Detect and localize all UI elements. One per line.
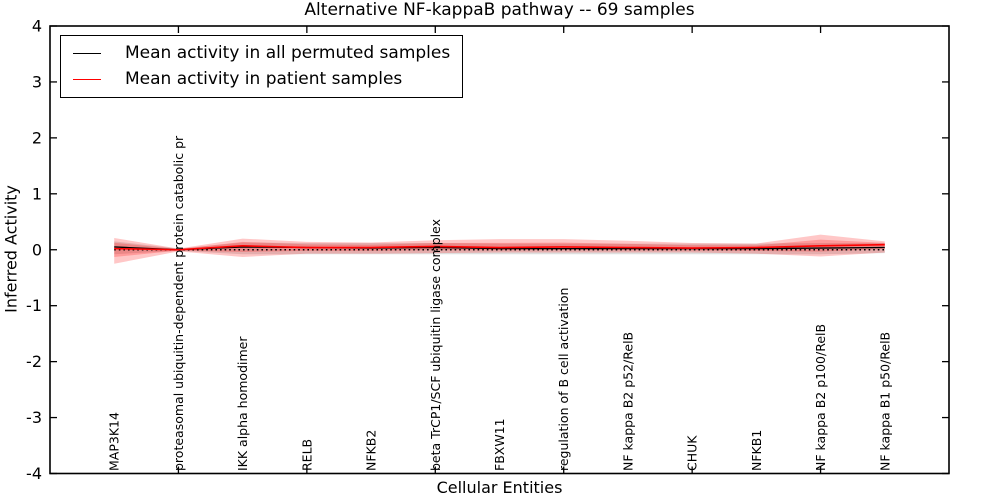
x-category-label: NFKB2 <box>364 430 379 471</box>
legend-box: Mean activity in all permuted samples Me… <box>60 35 464 98</box>
y-tick-label: -3 <box>26 408 42 427</box>
x-category-label: regulation of B cell activation <box>556 288 571 471</box>
y-tick-label: -1 <box>26 296 42 315</box>
x-category-label: NF kappa B1 p50/RelB <box>877 332 892 471</box>
y-tick-label: 0 <box>32 240 42 259</box>
y-tick-label: 3 <box>32 72 42 91</box>
legend-label-patient: Mean activity in patient samples <box>125 69 403 89</box>
y-tick-label: -2 <box>26 352 42 371</box>
legend-label-permuted: Mean activity in all permuted samples <box>125 43 451 63</box>
y-tick-label: 1 <box>32 184 42 203</box>
y-tick-label: 4 <box>32 17 42 36</box>
y-tick-label: -4 <box>26 464 42 483</box>
x-category-label: NF kappa B2 p100/RelB <box>813 324 828 471</box>
patient-mean-line <box>114 243 885 251</box>
x-category-label: CHUK <box>685 435 700 471</box>
x-axis-title: Cellular Entities <box>436 478 563 497</box>
legend-entry-patient: Mean activity in patient samples <box>73 66 450 92</box>
chart-title: Alternative NF-kappaB pathway -- 69 samp… <box>304 0 695 20</box>
permuted-line-swatch <box>73 52 101 54</box>
y-axis-title: Inferred Activity <box>1 185 21 313</box>
x-category-label: IKK alpha homodimer <box>235 336 250 471</box>
permuted-mean-line <box>114 246 885 251</box>
x-category-label: proteasomal ubiquitin-dependent protein … <box>171 135 186 471</box>
y-tick-label: 2 <box>32 128 42 147</box>
x-category-label: MAP3K14 <box>107 412 122 471</box>
x-category-label: beta TrCP1/SCF ubiquitin ligase complex <box>428 219 443 471</box>
x-category-label: FBXW11 <box>492 418 507 471</box>
legend-entry-permuted: Mean activity in all permuted samples <box>73 40 450 66</box>
x-category-label: NF kappa B2 p52/RelB <box>620 332 635 471</box>
x-category-label: RELB <box>299 439 314 471</box>
patient-line-swatch <box>73 78 101 80</box>
x-category-label: NFKB1 <box>749 430 764 471</box>
